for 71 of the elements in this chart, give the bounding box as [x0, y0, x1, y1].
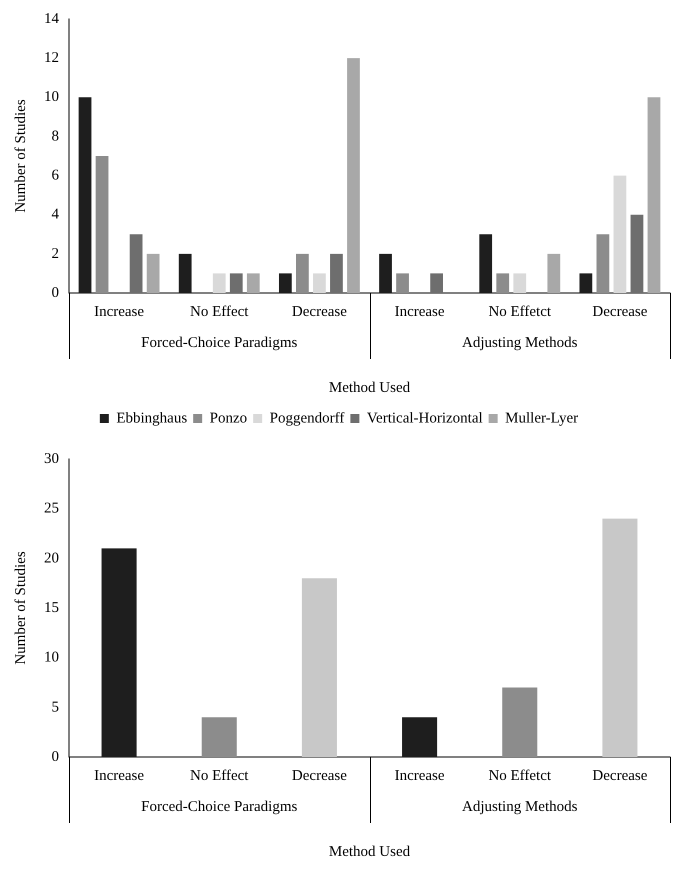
x-axis-title: Method Used [328, 844, 411, 860]
y-tick-label: 30 [44, 450, 59, 467]
bar [302, 578, 337, 757]
y-tick-label: 15 [44, 600, 59, 616]
x-tick-label: Increase [394, 768, 445, 784]
bar [202, 717, 237, 757]
bar [602, 518, 638, 757]
legend-label: Ponzo [210, 410, 248, 426]
bar [402, 717, 438, 757]
text: Forced-Choice Paradigms [141, 334, 298, 351]
legend-label: Poggendorff [270, 410, 344, 426]
y-axis-title: Number of Studies [12, 551, 29, 665]
x-tick-label: No Effect [190, 768, 250, 784]
y-tick-label: 12 [44, 50, 59, 66]
y-tick-label: 6 [52, 168, 60, 184]
bar [347, 58, 360, 293]
y-tick-label: 25 [44, 500, 59, 517]
bar [396, 273, 409, 293]
bar [146, 254, 160, 293]
bar [78, 97, 92, 293]
text: Adjusting Methods [462, 334, 578, 351]
bar [479, 234, 492, 293]
bar [102, 548, 137, 757]
x-tick-label: Increase [394, 304, 445, 320]
x-tick-label: Increase [94, 304, 144, 320]
y-tick-label: 0 [52, 284, 59, 301]
bar [579, 273, 592, 293]
x-axis-title: Method Used [328, 380, 411, 396]
y-tick-label: 10 [44, 650, 59, 666]
x-tick-label: Decrease [292, 304, 348, 320]
bar [313, 273, 326, 293]
bar [430, 273, 443, 293]
x-tick-label: Decrease [592, 768, 648, 784]
legend-label: Ebbinghaus [116, 410, 188, 426]
bar [496, 273, 510, 293]
y-tick-label: 0 [52, 748, 59, 765]
y-tick-label: 8 [52, 128, 59, 144]
bar [614, 176, 626, 293]
x-tick-label: No Effect [190, 304, 250, 320]
bar [379, 254, 392, 293]
bar [630, 214, 644, 293]
text: Forced-Choice Paradigms [141, 798, 298, 815]
legend-label: Muller-Lyer [505, 410, 578, 426]
x-tick-label: Decrease [592, 304, 648, 320]
bar [278, 273, 292, 293]
x-tick-label: Increase [94, 768, 144, 784]
text: Adjusting Methods [462, 798, 578, 815]
y-tick-label: 20 [44, 550, 59, 566]
bar [547, 254, 560, 293]
bar [596, 234, 610, 293]
y-tick-label: 2 [52, 246, 59, 262]
y-tick-label: 14 [44, 10, 60, 27]
bar [230, 273, 243, 293]
bar [178, 254, 192, 293]
bar [296, 254, 309, 293]
bar [130, 234, 142, 293]
bar [96, 156, 108, 293]
y-tick-label: 10 [44, 89, 59, 106]
bar [513, 273, 526, 293]
bar [502, 687, 538, 757]
bar [330, 254, 343, 293]
bar [246, 273, 260, 293]
bar [648, 97, 660, 293]
bar [212, 273, 226, 293]
y-axis-title: Number of Studies [12, 99, 29, 213]
legend-label: Vertical-Horizontal [366, 410, 483, 426]
y-tick-label: 4 [52, 206, 60, 223]
x-tick-label: No Effetct [488, 304, 552, 320]
y-tick-label: 5 [52, 699, 59, 716]
x-tick-label: No Effetct [488, 768, 552, 784]
x-tick-label: Decrease [292, 768, 348, 784]
